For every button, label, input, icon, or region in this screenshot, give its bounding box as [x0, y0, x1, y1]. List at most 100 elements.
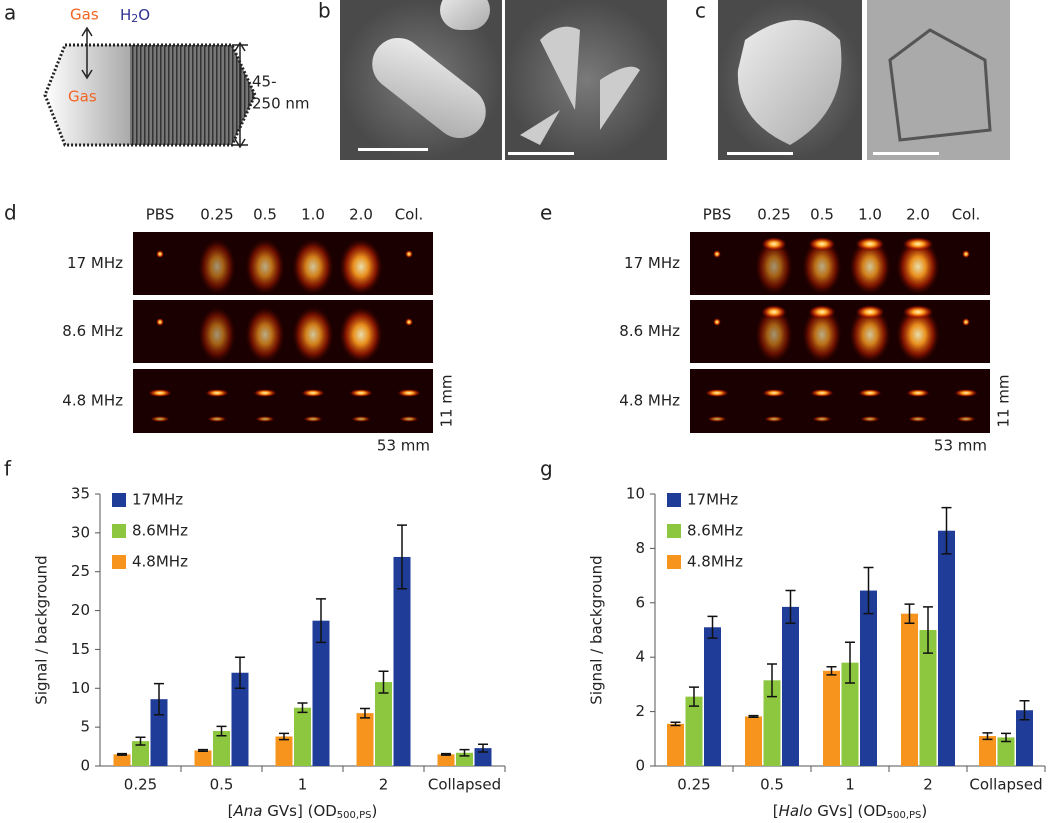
echo [150, 416, 170, 422]
legend-swatch [667, 524, 681, 538]
error-bar [670, 721, 681, 727]
x-label-part: ) [921, 802, 927, 820]
ultrasound-image [690, 369, 990, 433]
echo [902, 237, 934, 251]
bar [763, 680, 781, 766]
h2o-h: H [120, 6, 131, 24]
bar [132, 741, 149, 766]
h2o-sub: 2 [131, 12, 138, 25]
echo [808, 237, 836, 251]
tem-particle [737, 20, 842, 145]
y-tick-label: 10 [626, 485, 645, 503]
column-label: PBS [703, 206, 732, 224]
y-tick-label: 20 [71, 601, 90, 619]
shell-ribs [130, 45, 255, 145]
x-label-part: [ [228, 802, 234, 820]
echo [849, 238, 891, 295]
legend-swatch [667, 555, 681, 569]
x-label-part: Halo [779, 802, 813, 820]
y-tick-label: 6 [635, 593, 645, 611]
error-bar [478, 743, 488, 753]
legend-label: 8.6MHz [132, 522, 188, 540]
bar [1016, 710, 1033, 766]
y-tick-label: 0 [635, 757, 645, 775]
bar [667, 723, 684, 766]
echo [405, 318, 413, 327]
x-tick-label: 0.5 [210, 776, 234, 794]
x-tick-label: Collapsed [969, 776, 1042, 794]
bar [437, 754, 455, 766]
scale-bar [358, 148, 428, 151]
bar [294, 707, 311, 766]
bar [312, 620, 330, 766]
legend-swatch [112, 524, 126, 538]
bar [113, 754, 131, 766]
column-label: 1.0 [858, 206, 882, 224]
error-bar [198, 748, 208, 752]
error-bar [279, 732, 289, 741]
bar [745, 716, 762, 766]
gas-label: Gas [70, 6, 99, 24]
echo [762, 389, 786, 397]
y-tick-label: 35 [71, 485, 90, 503]
echo [405, 250, 413, 259]
bar [919, 630, 937, 766]
echo [849, 306, 891, 363]
x-tick-label: Collapsed [428, 776, 501, 794]
echo [198, 306, 236, 363]
bar [150, 699, 168, 766]
echo [349, 389, 373, 397]
column-label: Col. [952, 206, 981, 224]
width-label: 53 mm [377, 437, 430, 455]
column-label: 1.0 [301, 206, 325, 224]
column-label: Col. [395, 206, 424, 224]
echo [339, 238, 383, 295]
legend-label: 4.8MHz [687, 553, 743, 571]
x-label-part: Ana [233, 802, 263, 820]
size-label: 250 nm [252, 95, 310, 113]
echo [207, 416, 227, 422]
echo [148, 389, 172, 397]
bar [213, 731, 230, 766]
echo [954, 389, 978, 397]
x-tick-label: 2 [923, 776, 933, 794]
column-label: 0.25 [200, 206, 233, 224]
error-bar [360, 707, 370, 719]
error-bar [235, 656, 245, 690]
x-label-part: 500,PS [887, 810, 922, 821]
h2o-o: O [138, 6, 150, 24]
bar [823, 670, 840, 766]
h2o-label: H2O [120, 6, 150, 26]
panel-label: d [4, 201, 17, 225]
legend-label: 17MHz [132, 491, 183, 509]
bar [782, 606, 799, 766]
bar [393, 556, 411, 766]
y-tick-label: 5 [80, 718, 90, 736]
echo [956, 416, 976, 422]
bar [375, 682, 392, 766]
error-bar [316, 598, 326, 644]
diffusion-arrow [81, 26, 93, 80]
error-bar [297, 702, 308, 714]
tem-particle [440, 0, 490, 30]
echo [713, 250, 721, 259]
echo [764, 416, 784, 422]
gas-label: Gas [68, 88, 97, 106]
ultrasound-image [133, 369, 433, 433]
error-bar [397, 524, 407, 590]
x-tick-label: 2 [379, 776, 389, 794]
tem-images [340, 0, 1010, 160]
echo [896, 238, 940, 295]
x-label-part: [ [773, 802, 779, 820]
y-tick-label: 15 [71, 640, 90, 658]
echo [761, 305, 787, 319]
error-bar [845, 641, 855, 684]
column-label: 2.0 [349, 206, 373, 224]
row-label: 8.6 MHz [619, 322, 680, 340]
x-tick-label: 1 [298, 776, 308, 794]
row-label: 4.8 MHz [619, 392, 680, 410]
echo [713, 318, 721, 327]
y-tick-label: 4 [635, 648, 645, 666]
row-label: 4.8 MHz [62, 392, 123, 410]
echo [301, 389, 325, 397]
